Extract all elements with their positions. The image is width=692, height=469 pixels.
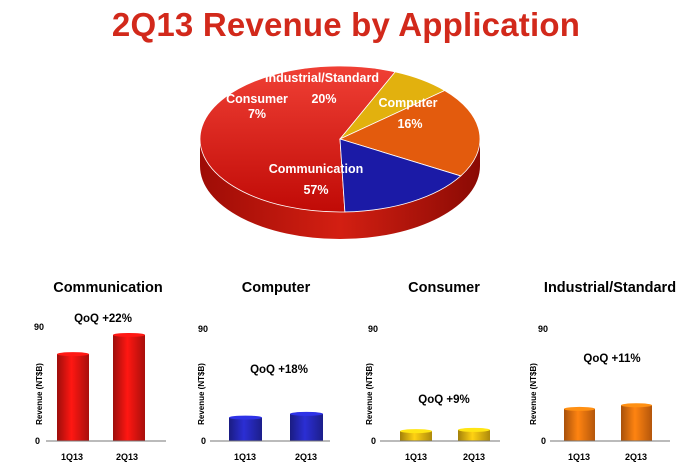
y-axis-label: Revenue (NT$B) <box>365 363 374 425</box>
qoq-label: QoQ +22% <box>74 313 132 325</box>
bar-2q13 <box>290 413 323 441</box>
y-tick-zero: 0 <box>35 436 40 446</box>
x-tick-1q13: 1Q13 <box>568 452 590 462</box>
bar-cap-2q13 <box>458 427 490 432</box>
x-tick-2q13: 2Q13 <box>463 452 485 462</box>
page-title: 2Q13 Revenue by Application <box>111 6 581 43</box>
bar-cap-2q13 <box>113 332 145 337</box>
pie-value-communication: 57% <box>303 183 328 197</box>
pie-label-communication: Communication <box>269 162 363 176</box>
qoq-label: QoQ +11% <box>583 353 640 365</box>
bar-cap-2q13 <box>290 411 323 416</box>
chart-title: Consumer <box>408 280 480 296</box>
bar-cap-1q13 <box>564 406 595 411</box>
y-axis-label: Revenue (NT$B) <box>35 363 44 425</box>
pie-label-computer: Computer <box>378 96 437 110</box>
chart-title: Industrial/Standard <box>543 280 677 296</box>
y-tick-max: 90 <box>368 324 378 334</box>
bar-cap-1q13 <box>400 429 432 434</box>
bar-2q13 <box>458 429 490 441</box>
x-tick-2q13: 2Q13 <box>116 452 138 462</box>
qoq-label: QoQ +9% <box>418 394 469 406</box>
bar-chart-computer: Computer QoQ +18% Revenue (NT$B) 90 0 1Q… <box>196 278 356 469</box>
y-axis-label: Revenue (NT$B) <box>197 363 206 425</box>
bar-1q13 <box>564 408 595 441</box>
pie-slice-computer <box>339 138 462 213</box>
bar-cap-2q13 <box>621 403 652 408</box>
x-tick-1q13: 1Q13 <box>61 452 83 462</box>
y-tick-zero: 0 <box>201 436 206 446</box>
pie-slice-industrial <box>338 90 481 177</box>
bar-2q13 <box>621 405 652 441</box>
x-tick-1q13: 1Q13 <box>234 452 256 462</box>
pie-label-industrial: Industrial/Standard <box>265 71 379 85</box>
y-tick-max: 90 <box>538 324 548 334</box>
bar-chart-industrial-standard: Industrial/Standard QoQ +11% Revenue (NT… <box>530 278 690 469</box>
bar-chart-consumer: Consumer QoQ +9% Revenue (NT$B) 90 0 1Q1… <box>364 278 524 469</box>
pie-chart: Communication 57% Computer 16% Industria… <box>199 65 481 239</box>
y-tick-zero: 0 <box>371 436 376 446</box>
bar-1q13 <box>229 417 262 441</box>
pie-value-industrial: 20% <box>311 92 336 106</box>
bar-cap-1q13 <box>57 352 89 357</box>
pie-value-consumer: 7% <box>248 107 266 121</box>
y-axis-label: Revenue (NT$B) <box>530 363 538 425</box>
bar-2q13 <box>113 334 145 441</box>
bar-cap-1q13 <box>229 415 262 420</box>
x-tick-1q13: 1Q13 <box>405 452 427 462</box>
bar-1q13 <box>400 431 432 441</box>
chart-title: Communication <box>53 280 163 296</box>
y-tick-zero: 0 <box>541 436 546 446</box>
y-tick-max: 90 <box>34 322 44 332</box>
bar-chart-communication: Communication QoQ +22% Revenue (NT$B) 90… <box>28 278 188 469</box>
pie-value-computer: 16% <box>397 117 422 131</box>
pie-wall <box>200 139 480 239</box>
bar-1q13 <box>57 354 89 441</box>
x-tick-2q13: 2Q13 <box>625 452 647 462</box>
qoq-label: QoQ +18% <box>250 364 308 376</box>
y-tick-max: 90 <box>198 324 208 334</box>
pie-label-consumer: Consumer <box>226 92 288 106</box>
pie-slice-communication <box>199 65 396 213</box>
x-tick-2q13: 2Q13 <box>295 452 317 462</box>
chart-title: Computer <box>241 280 311 296</box>
